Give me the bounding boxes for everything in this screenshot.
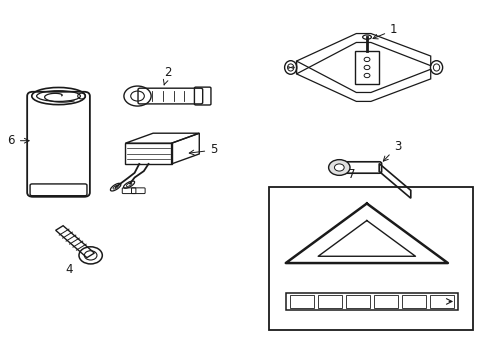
Text: 2: 2 [163, 66, 171, 85]
Text: 1: 1 [372, 23, 397, 39]
Text: 3: 3 [383, 140, 401, 161]
Bar [373, 296, 397, 307]
Circle shape [334, 164, 344, 171]
Bar [345, 296, 369, 307]
Bar [428, 296, 453, 307]
Text: 5: 5 [189, 144, 217, 157]
Bar [268, 187, 472, 330]
Text: 6: 6 [7, 134, 29, 147]
Text: 7: 7 [347, 168, 354, 181]
Bar [285, 293, 458, 310]
Bar [317, 296, 342, 307]
Bar [125, 143, 171, 164]
Bar [401, 296, 425, 307]
Circle shape [328, 159, 349, 175]
Text: 4: 4 [65, 263, 73, 276]
Bar [354, 51, 378, 84]
Bar [289, 296, 314, 307]
